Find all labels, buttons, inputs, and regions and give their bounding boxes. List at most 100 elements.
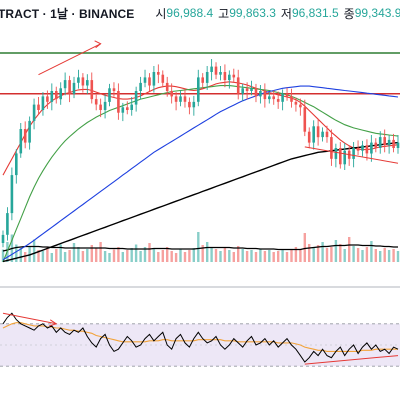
volume-bar	[24, 252, 27, 262]
candle-body	[374, 142, 378, 148]
candle-body	[334, 148, 338, 159]
volume-bar	[50, 253, 53, 262]
volume-bar	[46, 247, 49, 262]
candle-body	[285, 93, 289, 97]
candle-body	[330, 137, 333, 159]
volume-bar	[206, 242, 209, 262]
candle-body	[343, 150, 346, 165]
volume-bar	[37, 250, 40, 262]
volume-bar	[188, 250, 191, 262]
candle-body	[396, 142, 400, 148]
volume-bar	[245, 251, 249, 262]
volume-bar	[383, 248, 386, 262]
volume-bar	[157, 252, 160, 262]
price-pane[interactable]	[0, 40, 400, 263]
candle-body	[157, 72, 160, 75]
volume-bar	[210, 247, 213, 262]
volume-bar	[1, 249, 5, 262]
candle-body	[117, 91, 120, 113]
candle-body	[10, 175, 14, 214]
candle-body	[290, 96, 293, 102]
volume-bar	[348, 237, 351, 262]
volume-bar	[396, 251, 400, 262]
volume-bar	[290, 250, 293, 262]
volume-bar	[281, 249, 284, 262]
volume-bar	[241, 249, 244, 262]
volume-bar	[99, 242, 102, 262]
candle-body	[1, 234, 5, 243]
volume-bar	[192, 248, 195, 262]
candle-body	[179, 96, 182, 102]
candle-body	[86, 80, 89, 86]
candle-body	[250, 88, 253, 91]
volume-bar	[259, 249, 262, 262]
chart-legend-header: TRACT · 1날 · BINANCE 시 96,988.4 고 99,863…	[0, 0, 400, 26]
volume-bar	[15, 244, 18, 262]
volume-bar	[134, 244, 138, 262]
volume-bar	[387, 250, 391, 262]
volume-bar	[183, 252, 187, 262]
candle-body	[321, 131, 324, 138]
volume-bar	[170, 251, 173, 262]
volume-bar	[379, 251, 382, 262]
candle-body	[245, 88, 249, 91]
volume-bar	[312, 247, 315, 262]
rsi-pane[interactable]	[0, 312, 400, 367]
candle-body	[307, 131, 311, 143]
candle-body	[192, 101, 196, 108]
rsi-divergence-line[interactable]	[2, 312, 57, 325]
volume-bar	[356, 248, 360, 262]
volume-bar	[232, 252, 235, 262]
candle-body	[188, 101, 191, 108]
symbol-title[interactable]: TRACT · 1날 · BINANCE	[0, 6, 135, 21]
candle-body	[165, 82, 169, 91]
candle-body	[23, 129, 27, 143]
volume-bar	[294, 247, 298, 262]
candle-body	[46, 96, 49, 102]
candle-body	[121, 107, 125, 113]
low-label: 저	[280, 6, 292, 21]
volume-bar	[63, 252, 67, 262]
volume-bar	[201, 245, 204, 262]
candle-body	[361, 145, 364, 151]
candle-body	[312, 126, 315, 143]
high-label: 고	[218, 6, 230, 21]
candle-body	[197, 77, 200, 102]
trendline-higher-highs[interactable]	[38, 43, 101, 76]
candle-body	[170, 91, 173, 97]
open-value: 96,988.4	[166, 6, 214, 20]
volume-bar	[254, 252, 258, 262]
candle-body	[148, 77, 151, 86]
candle-body	[103, 101, 107, 110]
candle-body	[316, 126, 320, 138]
candle-body	[63, 80, 67, 89]
candle-body	[134, 91, 138, 105]
volume-bar	[303, 233, 306, 262]
volume-bar	[121, 252, 124, 262]
rsi-rising-lows-line[interactable]	[304, 355, 399, 365]
rsi-divergence-arrowhead	[49, 319, 58, 327]
volume-bar	[370, 241, 373, 262]
candle-body	[72, 82, 76, 94]
volume-bar	[365, 247, 369, 262]
candle-body	[50, 91, 54, 102]
candle-body	[41, 96, 45, 110]
volume-bar	[285, 252, 289, 262]
trendline-lower-lows[interactable]	[304, 146, 399, 164]
volume-bar	[77, 247, 80, 262]
candle-body	[294, 101, 298, 105]
candle-body	[183, 96, 187, 102]
volume-ma-line	[2, 244, 398, 252]
trendline-arrowhead	[94, 40, 102, 49]
volume-bar	[392, 249, 395, 262]
low-value: 96,831.5	[291, 6, 339, 20]
candle-body	[392, 139, 395, 148]
candle-body	[228, 74, 231, 81]
candle-body	[152, 72, 156, 86]
candle-body	[272, 96, 275, 100]
candle-body	[201, 77, 204, 83]
close-label: 종	[343, 6, 355, 21]
volume-bar	[352, 246, 355, 262]
